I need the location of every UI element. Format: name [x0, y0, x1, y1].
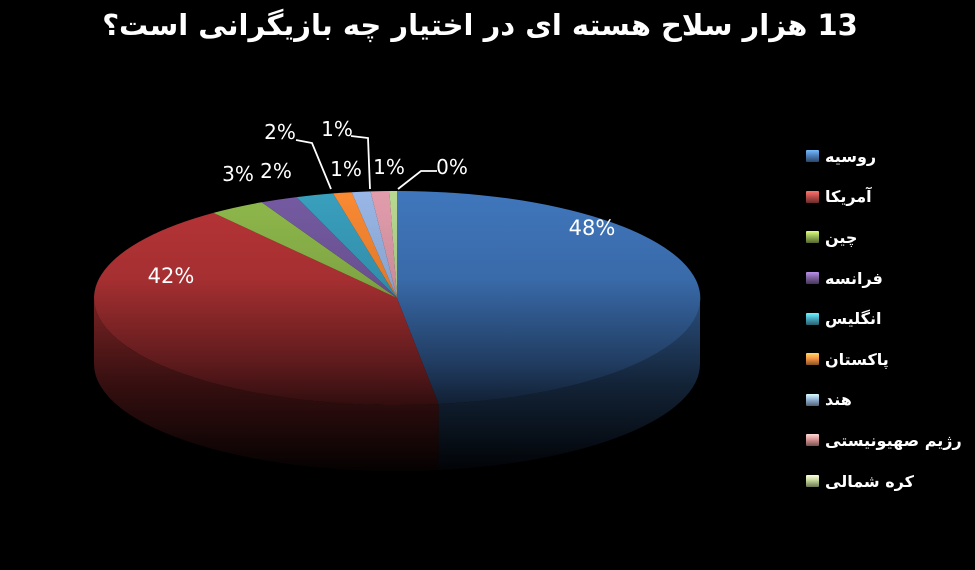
legend-label: چین [825, 227, 858, 247]
legend-label: پاکستان [825, 349, 889, 369]
legend-swatch-england [806, 312, 819, 325]
legend-item-france: فرانسه [806, 258, 962, 299]
data-label-russia: 48% [568, 216, 616, 240]
pie-rim-russia [438, 298, 701, 470]
leader-line-england [295, 139, 332, 190]
legend-label: کره شمالی [825, 471, 914, 491]
chart-title: 13 هزار سلاح هسته ای در اختیار چه بازیگر… [102, 8, 858, 42]
data-label-north-korea: 0% [436, 155, 468, 179]
legend-item-zionist-regime: رژیم صهیونیستی [806, 420, 962, 461]
legend: روسیه آمریکا چین فرانسه انگلیس پاکستان ه… [806, 136, 962, 501]
pie-slice-zionist-regime [370, 191, 397, 298]
legend-item-north-korea: کره شمالی [806, 461, 962, 502]
data-label-france: 2% [260, 159, 292, 183]
pie-slice-china [213, 202, 397, 298]
leader-line-north-korea [397, 170, 437, 190]
pie-rim-america [93, 298, 439, 472]
pie-slice-india [351, 191, 397, 298]
pie-slice-north-korea [389, 190, 397, 298]
legend-item-china: چین [806, 217, 962, 258]
legend-label: روسیه [825, 146, 877, 166]
data-label-india: 1% [330, 157, 362, 181]
legend-swatch-america [806, 190, 819, 203]
legend-item-russia: روسیه [806, 136, 962, 177]
legend-swatch-china [806, 231, 819, 244]
legend-swatch-north-korea [806, 475, 819, 488]
legend-label: رژیم صهیونیستی [825, 430, 962, 450]
legend-swatch-india [806, 393, 819, 406]
pie-slice-america [94, 212, 439, 406]
legend-swatch-russia [806, 150, 819, 163]
legend-item-india: هند [806, 380, 962, 421]
legend-swatch-pakistan [806, 353, 819, 366]
legend-label: فرانسه [825, 268, 883, 288]
leader-line-pakistan [350, 135, 371, 190]
legend-label: انگلیس [825, 309, 882, 329]
data-label-pakistan: 1% [321, 117, 353, 141]
data-label-england: 2% [264, 120, 296, 144]
legend-item-america: آمریکا [806, 177, 962, 218]
pie-slice-russia [397, 190, 701, 404]
legend-item-pakistan: پاکستان [806, 339, 962, 380]
legend-label: هند [825, 390, 852, 410]
legend-swatch-france [806, 272, 819, 285]
pie-slice-england [296, 193, 397, 298]
legend-item-england: انگلیس [806, 298, 962, 339]
pie-slice-france [261, 197, 397, 298]
legend-label: آمریکا [825, 187, 872, 207]
data-label-america: 42% [147, 264, 195, 288]
pie-slice-pakistan [333, 192, 397, 298]
legend-swatch-zionist-regime [806, 434, 819, 447]
data-label-zionist-regime: 1% [373, 155, 405, 179]
data-label-china: 3% [222, 162, 254, 186]
